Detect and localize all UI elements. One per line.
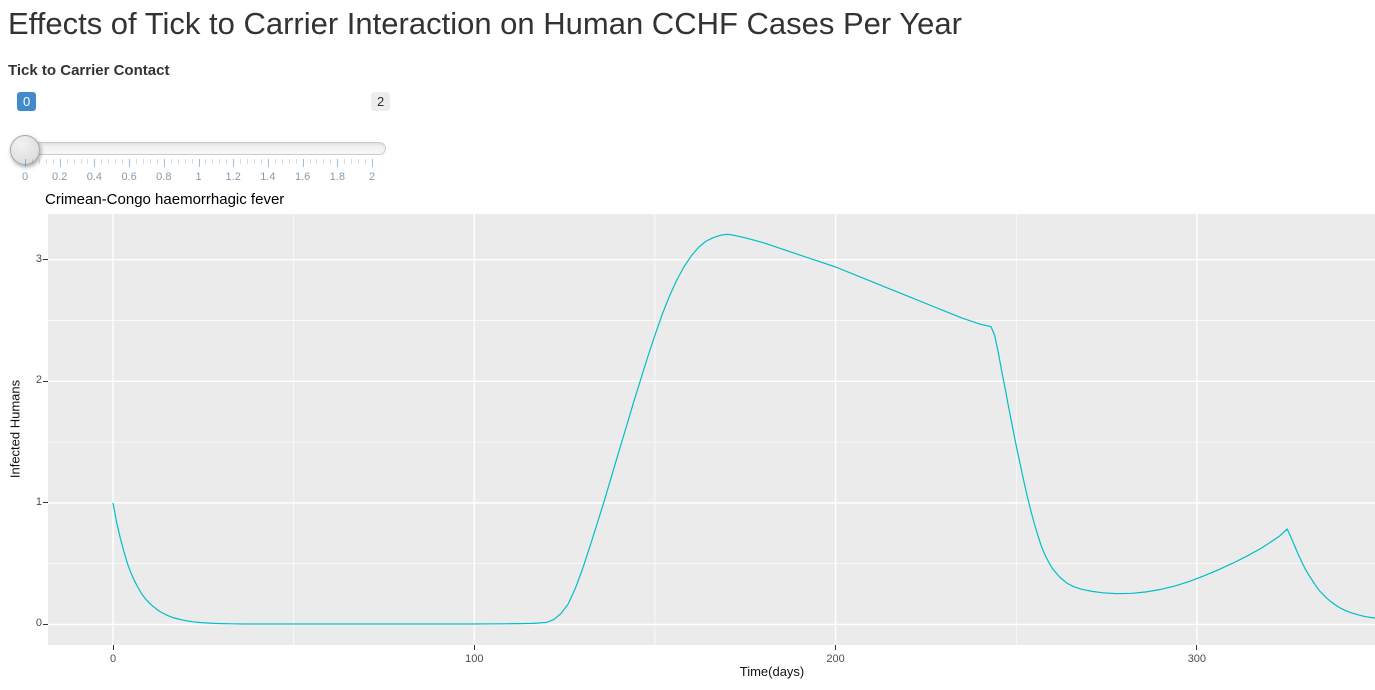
x-axis-title: Time(days) (739, 664, 805, 679)
slider-minor-tick (177, 159, 179, 164)
slider-major-tick (25, 159, 26, 167)
slider-minor-tick (281, 159, 283, 164)
y-axis-tick (43, 259, 48, 261)
slider-tick-label: 0.4 (86, 171, 103, 183)
y-axis-tick-label: 3 (35, 252, 42, 265)
slider-minor-tick (247, 159, 249, 164)
slider-track[interactable] (10, 142, 386, 155)
x-axis-tick-label: 300 (1187, 653, 1207, 665)
slider-minor-tick (316, 159, 318, 164)
slider-major-tick (94, 159, 96, 167)
slider-major-tick (372, 159, 373, 167)
slider-tick-label: 1.6 (294, 171, 311, 183)
slider-minor-tick (184, 159, 186, 164)
cchf-plot: Crimean-Congo haemorrhagic fever Infecte… (0, 185, 1375, 690)
x-axis-tick (1196, 645, 1198, 650)
slider-major-tick (198, 159, 200, 167)
plot-panel (48, 214, 1375, 645)
slider-minor-tick (288, 159, 290, 164)
y-axis-tick (43, 380, 48, 382)
x-axis-tick (835, 645, 837, 650)
slider-minor-tick (344, 159, 346, 164)
slider-major-tick (267, 159, 269, 167)
slider-minor-tick (358, 159, 360, 164)
slider-minor-tick (323, 159, 325, 164)
slider-minor-tick (66, 159, 68, 164)
plot-canvas (48, 214, 1375, 645)
slider-tick-label: 2 (368, 171, 376, 183)
slider-tick-label: 1.2 (225, 171, 241, 183)
y-axis-tick-label: 0 (35, 617, 42, 630)
slider-minor-tick (240, 159, 242, 164)
y-axis-tick-label: 2 (35, 374, 42, 387)
slider-minor-tick (295, 159, 297, 164)
slider-minor-tick (73, 159, 75, 164)
slider-tick-label: 1 (195, 171, 202, 183)
slider-minor-tick (31, 159, 33, 164)
slider-minor-tick (254, 159, 256, 164)
chart-title: Crimean-Congo haemorrhagic fever (45, 191, 285, 208)
x-axis-tick-label: 0 (109, 653, 117, 665)
tick-contact-slider[interactable]: 0 2 0 0.2 0.4 0.6 0.8 1 1.2 1.4 1.6 1.8 2 (8, 85, 391, 183)
infected-humans-line (112, 233, 1375, 625)
slider-max-value-badge: 2 (371, 92, 391, 111)
slider-tick-label: 0 (21, 171, 29, 183)
slider-major-tick (302, 159, 304, 167)
slider-minor-tick (136, 159, 138, 164)
slider-minor-tick (330, 159, 332, 164)
y-axis-tick-label: 1 (35, 495, 42, 508)
x-axis-tick-label: 100 (465, 653, 484, 665)
slider-minor-tick (101, 159, 103, 164)
slider-minor-tick (52, 159, 54, 164)
x-axis-tick (112, 645, 114, 650)
page-title: Effects of Tick to Carrier Interaction o… (8, 6, 962, 41)
slider-major-tick (163, 159, 165, 167)
slider-minor-tick (274, 159, 276, 164)
y-axis-tick (43, 623, 48, 625)
slider-major-tick (337, 159, 339, 167)
slider-label: Tick to Carrier Contact (8, 62, 170, 79)
y-axis-title: Infected Humans (7, 379, 23, 479)
slider-minor-tick (226, 159, 228, 164)
slider-minor-tick (142, 159, 144, 164)
slider-minor-tick (351, 159, 353, 164)
y-axis-tick (43, 502, 48, 504)
slider-grid: 0 0.2 0.4 0.6 0.8 1 1.2 1.4 1.6 1.8 2 (21, 159, 376, 189)
slider-minor-tick (108, 159, 110, 164)
x-axis-tick (473, 645, 475, 650)
slider-minor-tick (115, 159, 117, 164)
slider-major-tick (233, 159, 235, 167)
slider-minor-tick (309, 159, 311, 164)
slider-tick-label: 0.2 (52, 171, 68, 183)
slider-minor-tick (191, 159, 193, 164)
slider-tick-label: 1.4 (260, 171, 276, 183)
slider-tick-label: 0.6 (121, 171, 137, 183)
slider-tick-label: 0.8 (156, 171, 172, 183)
slider-minor-tick (170, 159, 172, 164)
slider-major-tick (129, 159, 131, 167)
slider-minor-tick (212, 159, 214, 164)
slider-minor-tick (365, 159, 367, 164)
slider-minor-tick (45, 159, 47, 164)
slider-minor-tick (122, 159, 124, 164)
slider-minor-tick (149, 159, 151, 164)
slider-minor-tick (205, 159, 207, 164)
slider-minor-tick (219, 159, 221, 164)
slider-tick-label: 1.8 (329, 171, 345, 183)
slider-minor-tick (156, 159, 158, 164)
tick-contact-slider-section: Tick to Carrier Contact 0 2 0 0.2 0.4 0.6 0.… (8, 62, 391, 183)
slider-minor-tick (87, 159, 89, 164)
slider-minor-tick (38, 159, 40, 164)
slider-current-value-badge: 0 (17, 92, 37, 111)
slider-major-tick (59, 159, 61, 167)
slider-minor-tick (80, 159, 82, 164)
x-axis-tick-label: 200 (826, 653, 845, 665)
slider-minor-tick (260, 159, 262, 164)
